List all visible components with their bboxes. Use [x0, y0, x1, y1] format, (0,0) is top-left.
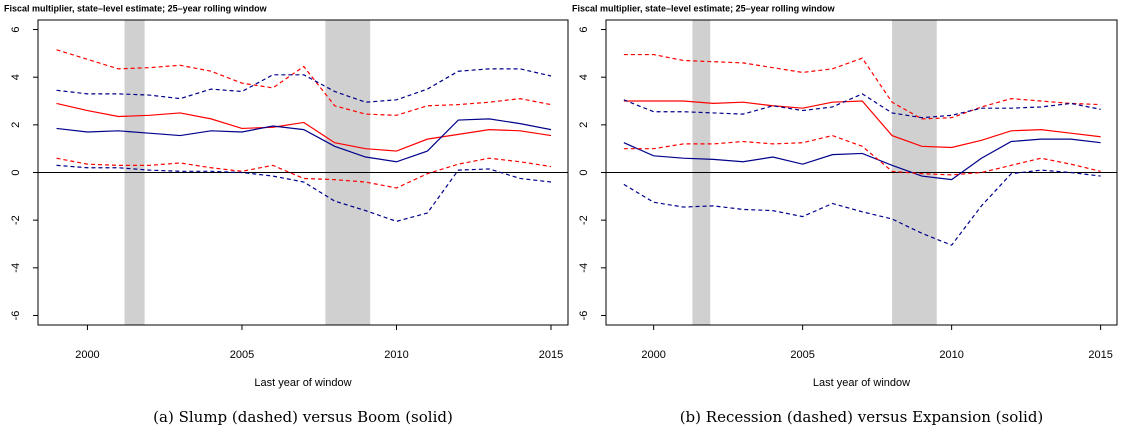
y-tick-label: 0 — [578, 169, 590, 175]
series-line — [623, 134, 1101, 176]
y-tick-label: -6 — [578, 311, 590, 321]
series-line — [623, 138, 1101, 181]
x-tick-label: 2000 — [641, 349, 665, 361]
x-tick-label: 2015 — [1088, 349, 1112, 361]
series-line — [56, 68, 552, 103]
series-line — [623, 169, 1101, 246]
y-tick-label: 6 — [10, 26, 22, 32]
series-line — [56, 102, 552, 152]
y-tick-label: -4 — [578, 263, 590, 273]
y-tick-label: 6 — [578, 26, 590, 32]
series-line — [623, 93, 1101, 119]
caption: (a) Slump (dashed) versus Boom (solid) — [153, 408, 453, 426]
chart-title: Fiscal multiplier, state–level estimate;… — [572, 3, 836, 13]
x-tick-label: 2010 — [939, 349, 963, 361]
series-line — [56, 118, 552, 163]
plot-frame — [605, 19, 1118, 326]
x-axis-label: Last year of window — [813, 377, 910, 389]
x-tick-label: 2015 — [539, 349, 563, 361]
chart-title: Fiscal multiplier, state–level estimate;… — [4, 3, 268, 13]
series-line — [623, 100, 1101, 149]
x-tick-label: 2005 — [230, 349, 254, 361]
x-tick-label: 2000 — [75, 349, 99, 361]
y-tick-label: 0 — [10, 169, 22, 175]
plot-frame — [37, 19, 569, 326]
y-tick-label: 2 — [10, 122, 22, 128]
y-tick-label: -2 — [578, 215, 590, 225]
y-tick-label: -2 — [10, 215, 22, 225]
x-tick-label: 2010 — [384, 349, 408, 361]
y-tick-label: -6 — [10, 311, 22, 321]
y-tick-label: 4 — [10, 74, 22, 80]
series-line — [56, 157, 552, 189]
x-axis-label: Last year of window — [254, 377, 351, 389]
x-tick-label: 2005 — [790, 349, 814, 361]
series-line — [56, 49, 552, 116]
y-tick-label: -4 — [10, 263, 22, 273]
series-line — [56, 164, 552, 222]
series-line — [623, 53, 1101, 120]
y-tick-label: 2 — [578, 122, 590, 128]
y-tick-label: 4 — [578, 74, 590, 80]
caption: (b) Recession (dashed) versus Expansion … — [680, 408, 1044, 426]
